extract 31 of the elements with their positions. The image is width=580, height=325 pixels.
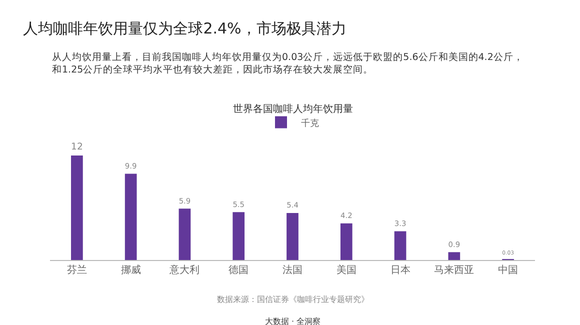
data-label: 5.5	[232, 200, 245, 209]
data-label: 3.3	[394, 219, 406, 228]
x-tick-label: 德国	[228, 265, 249, 276]
data-label: 4.2	[340, 211, 352, 220]
x-tick-label: 意大利	[168, 264, 200, 276]
x-tick-label: 美国	[336, 264, 356, 276]
x-tick-label: 挪威	[120, 264, 141, 276]
bar	[178, 208, 191, 260]
x-tick-label: 马来西亚	[434, 264, 474, 276]
bar	[394, 231, 406, 260]
bar	[286, 212, 298, 260]
x-tick-label: 法国	[282, 264, 302, 276]
text: 大数据 · 全洞察	[265, 317, 321, 325]
data-label: 5.9	[178, 196, 191, 206]
bar	[340, 223, 352, 260]
chart-subtitle: 从人均饮用量上看，目前我国咖啡人均年饮用量仅为0.03公斤，远远低于欧盟的5.6公斤和美国的4.2公斤，和1.25公斤的全球平均水平也有较大差距，因此市场存在较大发展空间。	[52, 51, 524, 76]
data-label: 9.9	[124, 162, 138, 171]
x-tick-label: 日本	[390, 264, 410, 276]
legend-label: 千克	[301, 118, 319, 129]
bar	[448, 252, 460, 260]
source-note: 数据来源：国信证券《咖啡行业专题研究》	[217, 295, 369, 304]
bar	[232, 212, 245, 260]
data-label: 5.4	[286, 200, 299, 210]
data-label: 12	[71, 142, 83, 153]
chart-title: 人均咖啡年饮用量仅为全球2.4%，市场极具潜力	[23, 19, 346, 38]
data-label: 0.9	[448, 240, 460, 249]
text: 世界各国咖啡人均年饮用量	[233, 103, 353, 115]
x-tick-label: 芬兰	[66, 264, 87, 276]
x-tick-label: 中国	[498, 264, 518, 276]
bar	[71, 156, 83, 260]
bar	[124, 174, 137, 260]
